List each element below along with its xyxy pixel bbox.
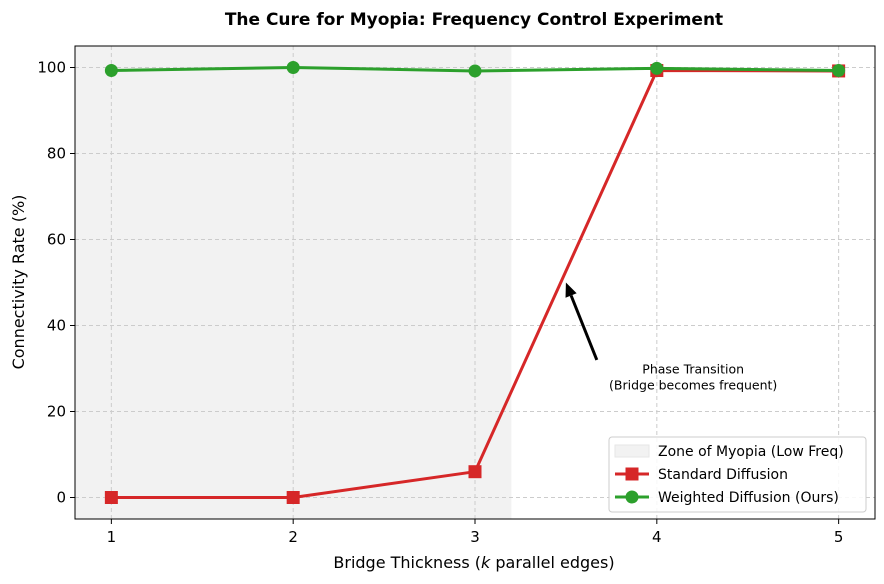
y-tick-label: 80 [47,145,66,163]
data-point-circle [650,61,664,75]
data-point-square [468,465,482,479]
annotation-text-line: Phase Transition [642,361,744,376]
y-axis-label: Connectivity Rate (%) [9,195,28,370]
legend-box [608,436,867,513]
data-point-circle [832,64,846,78]
x-axis-label-prefix: Bridge Thickness ( [333,553,481,572]
x-tick-label: 3 [470,528,480,546]
legend-marker-circle [625,490,639,504]
x-axis-label-suffix: parallel edges) [490,553,614,572]
legend-label: Standard Diffusion [658,467,788,483]
x-tick-label: 2 [288,528,298,546]
data-point-circle [468,64,482,78]
y-tick-label: 100 [37,59,66,77]
legend-label: Weighted Diffusion (Ours) [658,490,839,506]
annotation: Phase Transition(Bridge becomes frequent… [565,282,777,392]
x-tick-label: 1 [107,528,117,546]
x-axis-label-var: k [481,553,491,572]
legend-marker-square [625,467,639,481]
data-point-square [104,491,118,504]
axes: 1 2 3 4 5 0 20 40 60 80 100 [37,45,876,546]
legend-label: Zone of Myopia (Low Freq) [658,444,844,460]
x-axis-label: Bridge Thickness (k parallel edges) [333,553,614,572]
annotation-text-line: (Bridge becomes frequent) [609,377,777,392]
plot-area [75,46,875,519]
annotation-arrow-shaft [569,294,599,361]
x-tick-label: 4 [652,528,662,546]
y-tick-label: 40 [47,317,66,335]
data-point-circle [104,64,118,78]
chart-title: The Cure for Myopia: Frequency Control E… [225,10,723,30]
data-point-circle [286,61,300,74]
annotation-arrow-head [565,282,577,298]
data-point-square [286,491,300,504]
legend: Zone of Myopia (Low Freq) Standard Diffus… [608,436,867,513]
y-tick-label: 0 [56,489,66,507]
y-tick-label: 20 [47,403,66,421]
legend-swatch-shaded [614,444,650,458]
y-tick-label: 60 [47,231,66,249]
x-tick-label: 5 [834,528,844,546]
